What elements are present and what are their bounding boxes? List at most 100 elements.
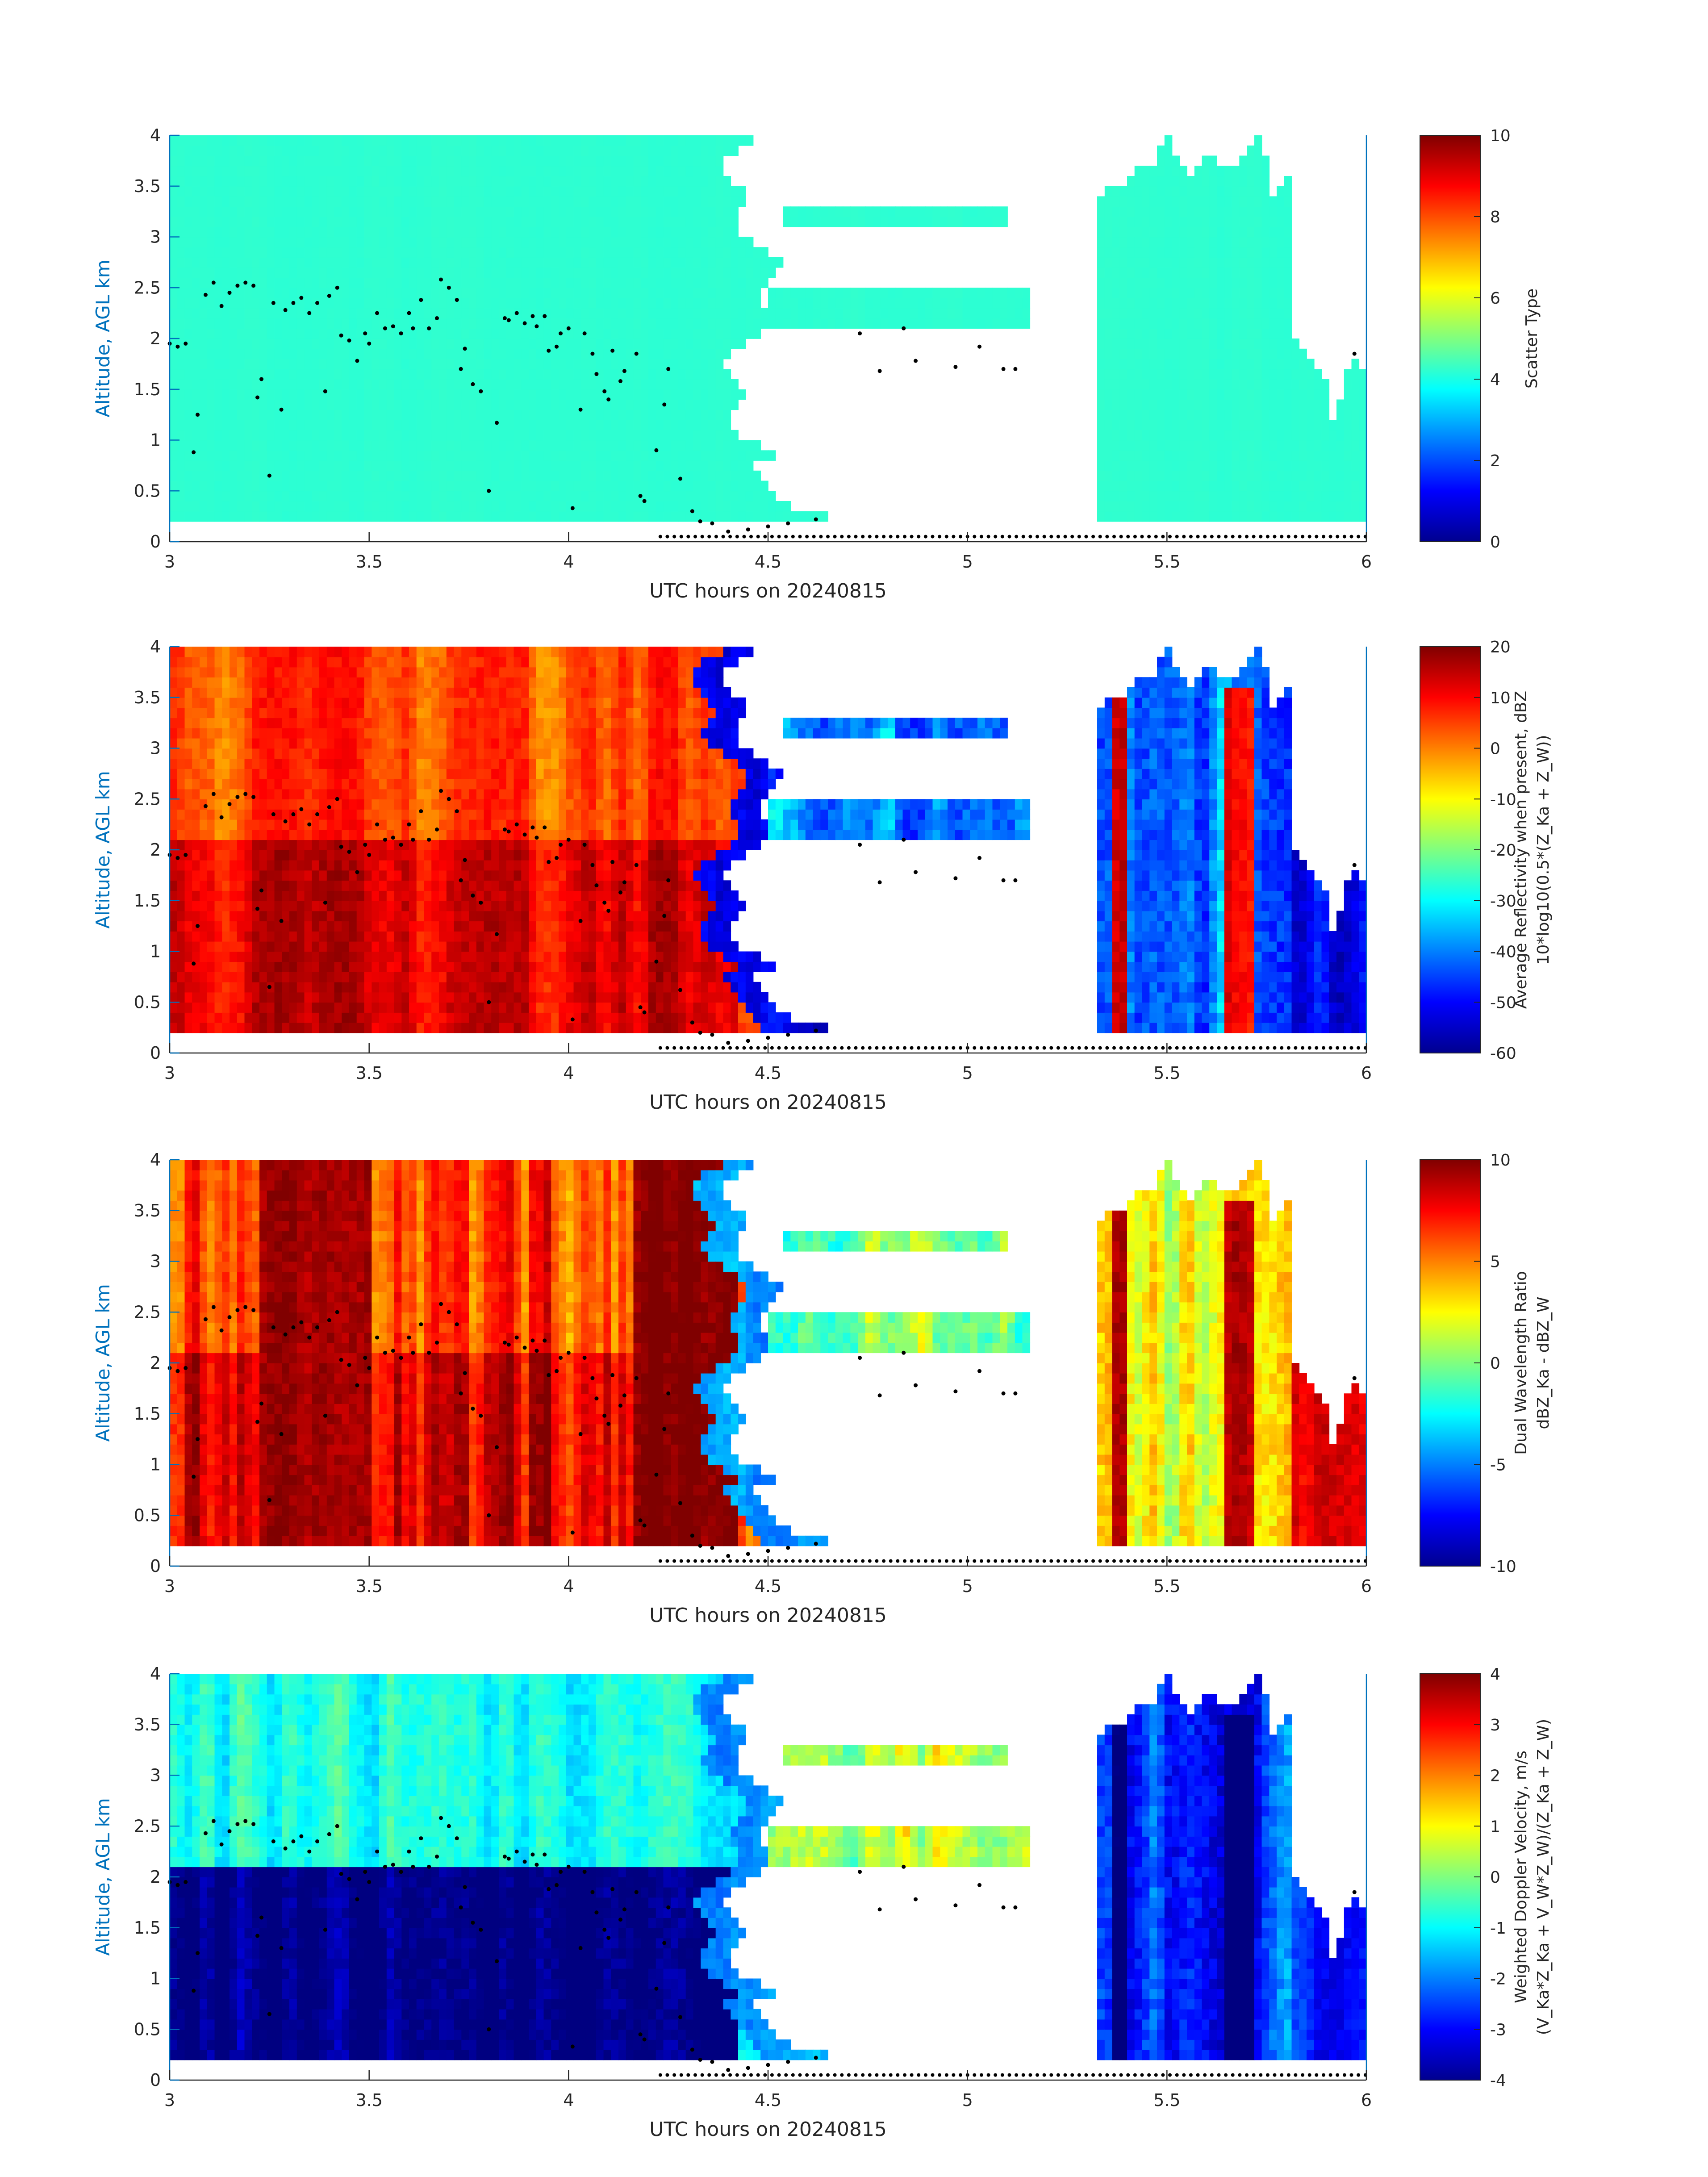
heatmap-cell <box>611 206 619 217</box>
heatmap-cell <box>1239 481 1247 492</box>
heatmap-cell <box>521 257 529 268</box>
heatmap-cell <box>1232 257 1240 268</box>
heatmap-cell <box>192 1002 200 1013</box>
heatmap-cell <box>184 288 193 298</box>
heatmap-cell <box>805 318 814 329</box>
heatmap-cell <box>1112 288 1120 298</box>
heatmap-cell <box>1172 166 1180 176</box>
heatmap-cell <box>267 399 275 410</box>
heatmap-cell <box>693 399 702 410</box>
heatmap-cell <box>1321 399 1330 410</box>
heatmap-cell <box>693 247 702 258</box>
heatmap-cell <box>222 647 230 657</box>
heatmap-cell <box>551 470 559 481</box>
heatmap-cell <box>334 430 342 441</box>
heatmap-cell <box>244 481 253 492</box>
heatmap-cell <box>304 237 313 248</box>
heatmap-cell <box>506 409 514 420</box>
heatmap-cell <box>222 890 230 901</box>
heatmap-cell <box>499 511 507 522</box>
heatmap-cell <box>977 308 986 319</box>
heatmap-cell <box>566 348 574 359</box>
heatmap-cell <box>296 470 305 481</box>
heatmap-cell <box>177 308 185 319</box>
heatmap-cell <box>207 481 215 492</box>
heatmap-cell <box>1172 460 1180 471</box>
heatmap-cell <box>618 511 626 522</box>
heatmap-cell <box>170 318 178 329</box>
heatmap-cell <box>1194 409 1203 420</box>
heatmap-cell <box>581 176 589 187</box>
heatmap-cell <box>701 369 709 380</box>
heatmap-cell <box>454 379 462 390</box>
surface-dot <box>1238 535 1242 539</box>
marker-dot <box>555 344 559 349</box>
heatmap-cell <box>648 237 656 248</box>
heatmap-cell <box>230 860 238 871</box>
heatmap-cell <box>783 217 791 227</box>
heatmap-cell <box>685 420 694 430</box>
heatmap-cell <box>633 155 642 167</box>
heatmap-cell <box>626 501 634 512</box>
heatmap-cell <box>932 288 941 298</box>
y-tick-label: 0.5 <box>134 481 161 501</box>
heatmap-cell <box>895 318 903 329</box>
heatmap-cell <box>685 409 694 420</box>
heatmap-cell <box>603 460 612 471</box>
heatmap-cell <box>237 718 245 728</box>
heatmap-cell <box>1239 399 1247 410</box>
heatmap-cell <box>775 501 784 512</box>
heatmap-cell <box>611 338 619 349</box>
surface-dot <box>847 535 851 539</box>
heatmap-cell <box>536 409 544 420</box>
heatmap-cell <box>491 277 499 288</box>
heatmap-cell <box>289 501 297 512</box>
heatmap-cell <box>192 135 200 146</box>
heatmap-cell <box>1239 389 1247 400</box>
heatmap-cell <box>401 409 409 420</box>
heatmap-cell <box>596 247 604 258</box>
heatmap-cell <box>1359 399 1367 410</box>
heatmap-cell <box>1344 369 1352 380</box>
heatmap-cell <box>596 409 604 420</box>
heatmap-cell <box>581 166 589 176</box>
heatmap-cell <box>222 809 230 820</box>
heatmap-cell <box>431 460 439 471</box>
heatmap-cell <box>1097 277 1105 288</box>
marker-dot <box>259 377 263 381</box>
heatmap-cell <box>760 511 768 522</box>
heatmap-cell <box>312 409 320 420</box>
heatmap-cell <box>521 491 529 501</box>
heatmap-cell <box>461 481 469 492</box>
heatmap-cell <box>678 155 686 167</box>
heatmap-cell <box>230 237 238 248</box>
heatmap-cell <box>1202 328 1210 339</box>
heatmap-cell <box>424 450 432 461</box>
heatmap-cell <box>932 318 941 329</box>
heatmap-cell <box>1179 196 1187 207</box>
heatmap-cell <box>267 298 275 309</box>
heatmap-cell <box>304 379 313 390</box>
heatmap-cell <box>319 257 327 268</box>
heatmap-cell <box>962 217 971 227</box>
heatmap-cell <box>342 430 350 441</box>
heatmap-cell <box>476 481 484 492</box>
heatmap-cell <box>536 186 544 197</box>
heatmap-cell <box>1179 247 1187 258</box>
heatmap-cell <box>1142 308 1150 319</box>
heatmap-cell <box>192 911 200 922</box>
heatmap-cell <box>259 308 267 319</box>
heatmap-cell <box>267 778 275 790</box>
heatmap-cell <box>214 450 223 461</box>
heatmap-cell <box>723 511 731 522</box>
heatmap-cell <box>1209 470 1217 481</box>
heatmap-cell <box>334 267 342 278</box>
heatmap-cell <box>678 328 686 339</box>
heatmap-cell <box>170 135 178 146</box>
heatmap-cell <box>1351 409 1360 420</box>
heatmap-cell <box>259 961 267 972</box>
heatmap-cell <box>753 501 761 512</box>
heatmap-cell <box>589 409 597 420</box>
heatmap-cell <box>259 656 267 668</box>
heatmap-cell <box>469 409 477 420</box>
